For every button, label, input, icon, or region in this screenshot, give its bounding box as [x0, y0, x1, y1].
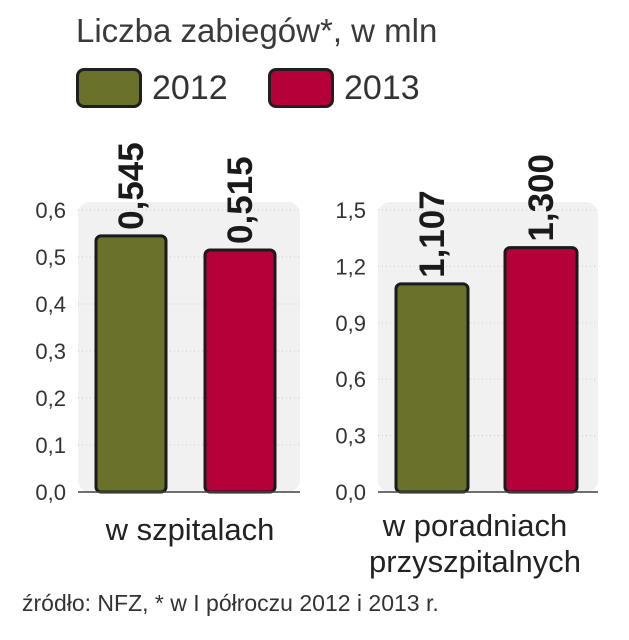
chart-title: Liczba zabiegów*, w mln: [76, 12, 438, 49]
data-label-2013: 1,300: [522, 154, 561, 242]
legend-label-2012: 2012: [152, 68, 228, 107]
y-tick-label: 0,6: [335, 367, 366, 392]
legend-label-2013: 2013: [344, 68, 420, 107]
category-label-poradniach: w poradniach przyszpitalnych: [369, 508, 581, 579]
data-label-2013: 0,515: [221, 156, 260, 244]
data-label-2012: 1,107: [413, 190, 452, 278]
y-tick-label: 0,5: [35, 245, 66, 270]
category-label-szpitalach: w szpitalach: [105, 512, 275, 547]
y-tick-label: 0,3: [335, 424, 366, 449]
bar-2013: [503, 246, 579, 494]
y-tick-label: 0,0: [35, 480, 66, 505]
bar-2013: [203, 248, 277, 494]
legend-swatch-2013: [268, 68, 334, 108]
y-tick-label: 0,6: [35, 198, 66, 223]
data-label-2012: 0,545: [112, 142, 151, 230]
bar-2012: [94, 234, 168, 494]
y-tick-label: 0,2: [35, 386, 66, 411]
y-tick-label: 0,9: [335, 311, 366, 336]
y-tick-label: 1,5: [335, 198, 366, 223]
bar-2012: [394, 282, 470, 494]
y-tick-label: 0,3: [35, 339, 66, 364]
y-tick-label: 1,2: [335, 254, 366, 279]
y-tick-label: 0,1: [35, 433, 66, 458]
source-note: źródło: NFZ, * w I półroczu 2012 i 2013 …: [22, 590, 439, 616]
y-tick-label: 0,0: [335, 480, 366, 505]
legend-swatch-2012: [76, 68, 142, 108]
y-tick-label: 0,4: [35, 292, 66, 317]
legend-item-2012: 2012: [76, 66, 228, 110]
legend-item-2013: 2013: [268, 66, 420, 110]
